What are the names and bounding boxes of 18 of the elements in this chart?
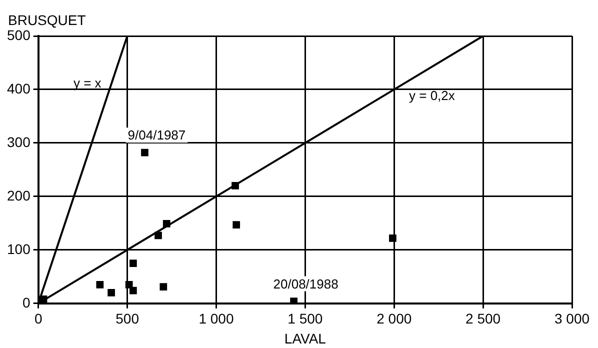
y-tick-label: 200 bbox=[7, 187, 31, 204]
y-tick-label: 400 bbox=[7, 80, 31, 96]
y-axis-title: BRUSQUET bbox=[8, 12, 86, 28]
y-tick-label: 0 bbox=[22, 294, 31, 310]
x-tick-label: 0 bbox=[34, 310, 42, 327]
x-axis-title: LAVAL bbox=[284, 330, 326, 346]
x-tick-label: 1 500 bbox=[288, 310, 323, 327]
x-tick-label: 1 000 bbox=[198, 310, 234, 327]
x-tick-label: 500 bbox=[116, 310, 140, 327]
series-label: y = 0,2x bbox=[409, 88, 456, 104]
x-tick-label: 2 500 bbox=[466, 310, 501, 327]
x-tick-label: 3 000 bbox=[554, 310, 590, 327]
y-tick-label: 300 bbox=[7, 134, 31, 150]
y-tick-label: 500 bbox=[7, 26, 31, 43]
y-tick-label: 100 bbox=[7, 240, 31, 257]
annotation: 20/08/1988 bbox=[273, 276, 338, 292]
x-tick-label: 2 000 bbox=[376, 310, 412, 327]
annotation: 9/04/1987 bbox=[128, 128, 186, 143]
